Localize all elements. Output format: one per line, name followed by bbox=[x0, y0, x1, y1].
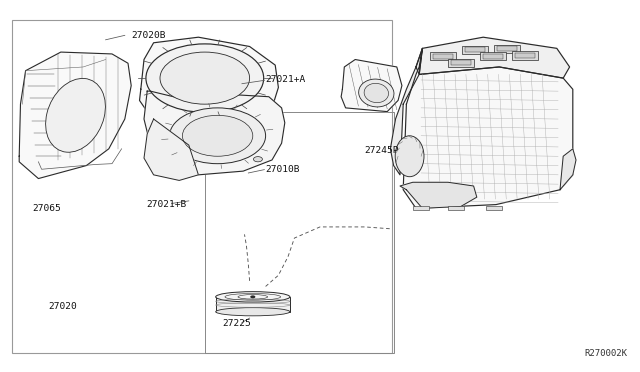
Bar bbox=[494, 45, 520, 53]
Bar bbox=[486, 206, 502, 210]
Ellipse shape bbox=[216, 292, 290, 302]
Polygon shape bbox=[416, 37, 570, 78]
Circle shape bbox=[160, 52, 250, 104]
Bar bbox=[483, 54, 503, 59]
Bar bbox=[205, 112, 394, 353]
Text: 27065: 27065 bbox=[32, 204, 61, 213]
Ellipse shape bbox=[396, 136, 424, 177]
Circle shape bbox=[170, 108, 266, 164]
Polygon shape bbox=[403, 48, 573, 208]
Text: R270002K: R270002K bbox=[584, 349, 627, 358]
Polygon shape bbox=[560, 149, 576, 190]
Bar bbox=[430, 52, 456, 60]
Ellipse shape bbox=[216, 308, 290, 316]
Polygon shape bbox=[140, 37, 278, 119]
Bar bbox=[515, 53, 535, 58]
Text: 27245P: 27245P bbox=[365, 146, 399, 155]
Circle shape bbox=[146, 44, 264, 112]
Text: 27020B: 27020B bbox=[131, 31, 166, 40]
Polygon shape bbox=[341, 60, 402, 112]
Polygon shape bbox=[144, 119, 198, 180]
Text: 27021+B: 27021+B bbox=[146, 200, 186, 209]
Bar bbox=[413, 206, 429, 210]
Bar bbox=[216, 297, 290, 312]
Bar bbox=[465, 47, 485, 52]
Bar bbox=[497, 46, 517, 51]
Circle shape bbox=[182, 115, 253, 156]
Bar bbox=[433, 54, 453, 59]
Polygon shape bbox=[19, 52, 131, 179]
Polygon shape bbox=[390, 48, 422, 175]
Text: 27021+A: 27021+A bbox=[266, 76, 306, 84]
Bar bbox=[451, 60, 471, 65]
Bar bbox=[480, 52, 506, 60]
Text: 27010B: 27010B bbox=[266, 165, 300, 174]
Bar bbox=[12, 20, 392, 353]
Ellipse shape bbox=[358, 79, 394, 107]
Circle shape bbox=[250, 295, 255, 298]
Bar bbox=[448, 59, 474, 67]
Bar bbox=[448, 206, 464, 210]
Polygon shape bbox=[144, 91, 285, 175]
Polygon shape bbox=[400, 182, 477, 208]
Ellipse shape bbox=[45, 78, 106, 152]
Ellipse shape bbox=[364, 83, 388, 103]
Circle shape bbox=[253, 157, 262, 162]
Text: 27225: 27225 bbox=[223, 319, 252, 328]
Bar bbox=[462, 46, 488, 54]
Text: 27020: 27020 bbox=[48, 302, 77, 311]
Bar bbox=[512, 51, 538, 60]
